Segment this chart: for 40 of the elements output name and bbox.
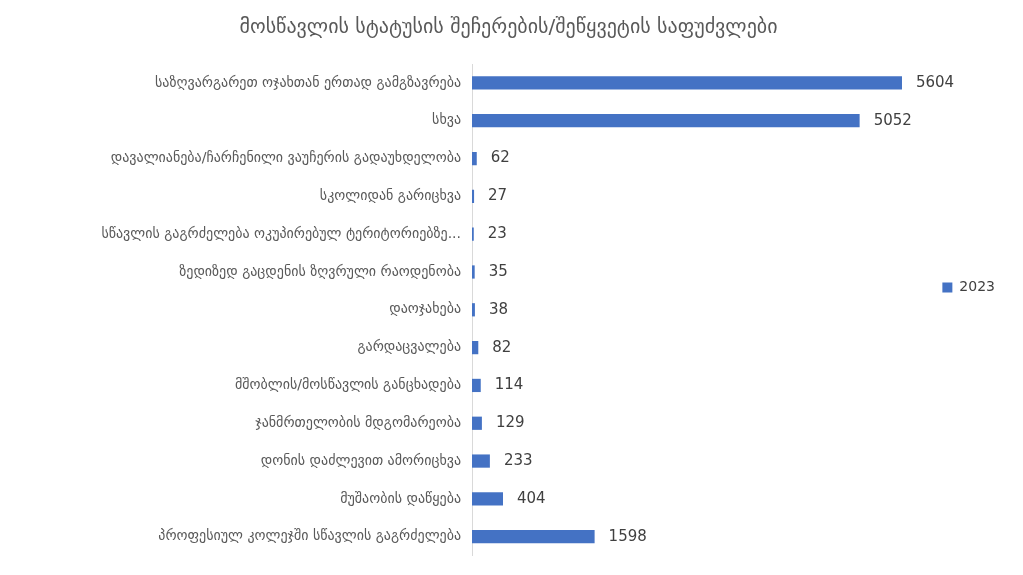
bar: [472, 114, 860, 128]
bar: [472, 76, 902, 90]
y-tick-label: დავალიანება/ჩარჩენილი ვაუჩერის გადაუხდელობა: [110, 149, 461, 166]
bar: [472, 530, 595, 544]
y-tick-label: საზღვარგარეთ ოჯახთან ერთად გამგზავრება: [155, 73, 461, 90]
bar: [472, 189, 475, 203]
y-tick-label: დაოჯახება: [389, 300, 461, 317]
data-label: 114: [494, 375, 524, 394]
bar: [472, 151, 477, 166]
bar: [472, 492, 503, 506]
y-tick-label: ზედიზედ გაცდენის ზღვრული რაოდენობა: [179, 262, 461, 279]
data-label: 404: [517, 488, 546, 507]
chart-title: მოსწავლის სტატუსის შეჩერების/შეწყვეტის საფუძვლები: [239, 14, 778, 39]
data-label: 82: [492, 337, 512, 356]
y-tick-label: პროფესიულ კოლეჯში სწავლის გაგრძელება: [158, 527, 461, 544]
data-label: 129: [495, 413, 525, 432]
bar: [472, 341, 479, 355]
bar: [472, 454, 490, 468]
y-tick-label: დონის დაძლევით ამორიცხვა: [260, 451, 461, 468]
y-tick-label: ჯანმრთელობის მდგომარეობა: [255, 413, 461, 430]
data-label: 1598: [608, 526, 647, 545]
y-tick-label: მუშაობის დაწყება: [340, 489, 461, 506]
y-tick-label: გარდაცვალება: [357, 338, 461, 355]
data-label: 23: [487, 224, 507, 243]
data-label: 233: [503, 450, 533, 469]
data-label: 5604: [915, 72, 955, 91]
y-tick-label: სხვა: [432, 111, 461, 128]
data-label: 35: [488, 261, 508, 280]
bar: [472, 416, 482, 430]
y-tick-label: სწავლის გაგრძელება ოკუპირებულ ტერიტორიებზე...: [101, 224, 461, 241]
data-label: 38: [488, 299, 509, 318]
legend-label: 2023: [959, 278, 996, 295]
y-tick-label: მშობლის/მოსწავლის განცხადება: [235, 376, 461, 393]
data-label: 62: [490, 148, 510, 167]
bar: [472, 265, 475, 279]
y-tick-label: სკოლიდან გარიცხვა: [319, 186, 461, 203]
data-label: 27: [488, 186, 508, 205]
bar: [472, 303, 475, 317]
data-label: 5052: [873, 110, 912, 129]
bar: [472, 378, 481, 393]
